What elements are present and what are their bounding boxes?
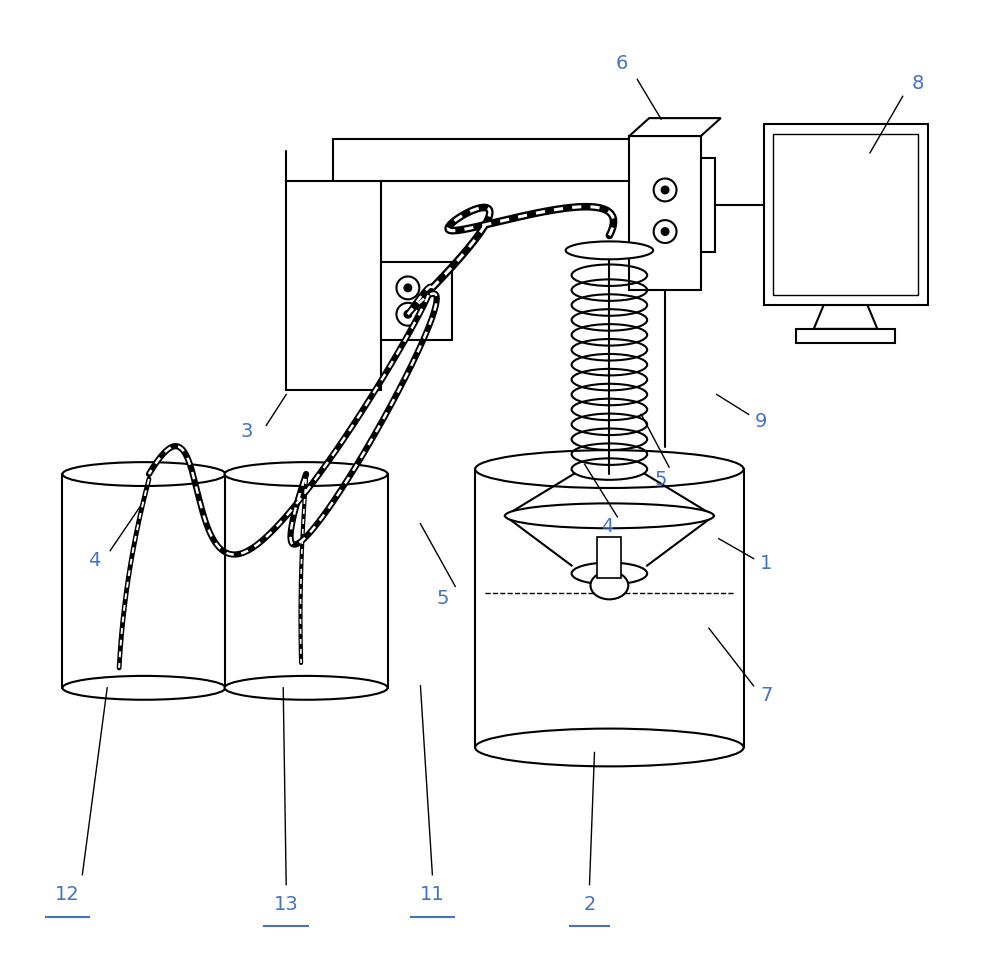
Text: 2: 2 <box>583 895 596 914</box>
Ellipse shape <box>62 462 226 486</box>
Ellipse shape <box>225 676 388 700</box>
Circle shape <box>654 220 677 243</box>
Bar <box>475 469 744 747</box>
Text: 12: 12 <box>55 885 80 904</box>
Circle shape <box>396 276 419 299</box>
Circle shape <box>654 178 677 202</box>
Text: 4: 4 <box>601 517 614 536</box>
Text: 11: 11 <box>420 885 445 904</box>
Circle shape <box>404 284 412 292</box>
Bar <box>629 136 701 290</box>
Polygon shape <box>814 305 877 328</box>
Text: 5: 5 <box>436 589 449 608</box>
Ellipse shape <box>225 462 388 486</box>
Text: 13: 13 <box>274 895 299 914</box>
Bar <box>701 158 715 252</box>
Ellipse shape <box>62 676 226 700</box>
Text: 4: 4 <box>88 551 100 570</box>
Text: 6: 6 <box>615 54 628 73</box>
Bar <box>225 474 388 688</box>
Circle shape <box>661 228 669 235</box>
Text: 7: 7 <box>760 686 773 705</box>
Bar <box>796 328 895 343</box>
Circle shape <box>661 186 669 194</box>
Bar <box>286 181 381 390</box>
Bar <box>381 263 452 340</box>
Ellipse shape <box>572 563 647 584</box>
Ellipse shape <box>475 451 744 488</box>
Bar <box>597 537 621 578</box>
Polygon shape <box>629 118 721 136</box>
Text: 8: 8 <box>911 74 924 93</box>
Text: 5: 5 <box>655 470 667 488</box>
Ellipse shape <box>590 572 628 600</box>
Text: 3: 3 <box>240 422 253 441</box>
Ellipse shape <box>566 241 653 260</box>
Text: 1: 1 <box>760 554 773 573</box>
Ellipse shape <box>505 503 714 528</box>
Circle shape <box>404 310 412 318</box>
Text: 9: 9 <box>754 412 767 431</box>
Bar <box>773 134 918 296</box>
Bar <box>764 124 928 305</box>
Bar <box>62 474 226 688</box>
Ellipse shape <box>475 729 744 766</box>
Circle shape <box>396 302 419 326</box>
